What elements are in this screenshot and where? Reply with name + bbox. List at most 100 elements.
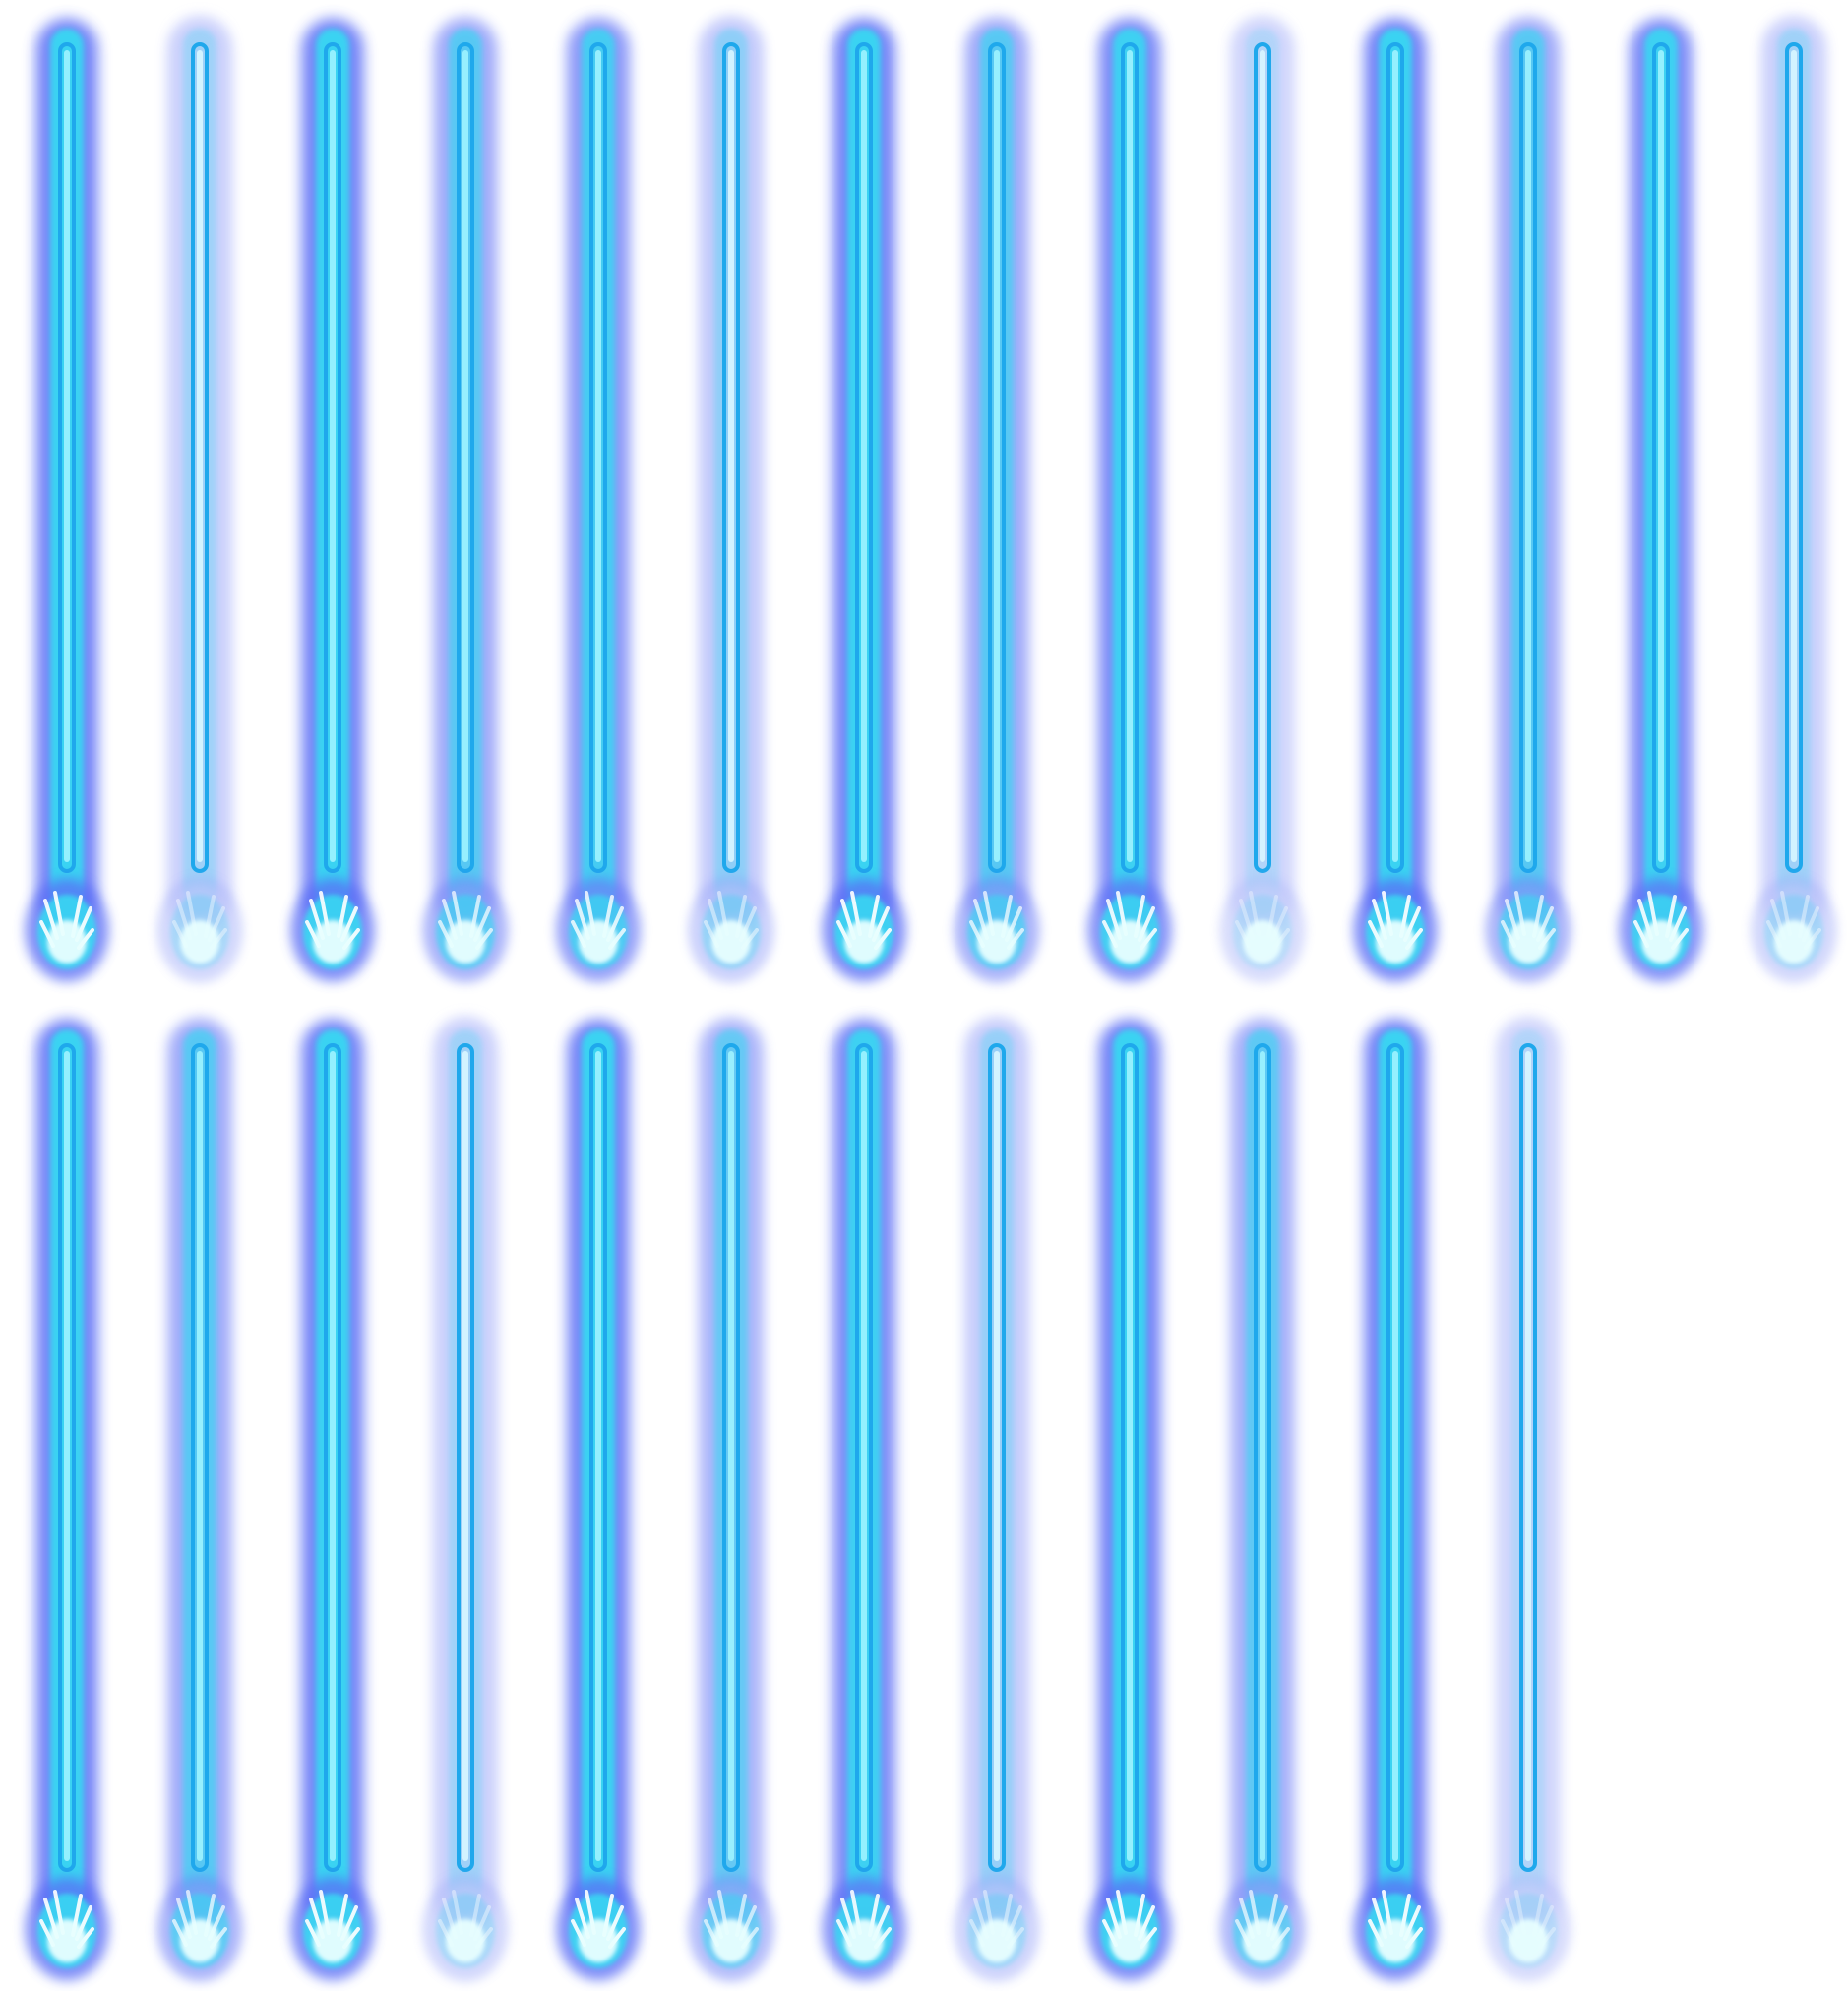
beam-flare-core bbox=[1243, 1919, 1282, 1962]
beam-core-center bbox=[1260, 50, 1265, 862]
beam-core-center bbox=[1127, 1051, 1133, 1861]
beam-frame bbox=[1221, 17, 1304, 981]
beam-core-center bbox=[1525, 50, 1531, 862]
beam-flare-core bbox=[977, 920, 1016, 964]
beam-core-center bbox=[595, 1051, 601, 1861]
beam-core-center bbox=[64, 1051, 70, 1861]
beam-core-center bbox=[595, 50, 601, 862]
beam-core-center bbox=[330, 1051, 336, 1861]
beam-flare-core bbox=[180, 1919, 219, 1962]
beam-core-center bbox=[197, 50, 203, 862]
beam-frame bbox=[1620, 17, 1702, 981]
beam-core-center bbox=[1260, 1051, 1265, 1861]
beam-flare-core bbox=[579, 1919, 618, 1962]
beam-core-center bbox=[1127, 50, 1133, 862]
beam-frame bbox=[690, 1018, 772, 1980]
beam-frame bbox=[955, 1018, 1038, 1980]
beam-flare-core bbox=[180, 920, 219, 964]
beam-core bbox=[58, 42, 76, 873]
beam-core bbox=[1254, 1043, 1271, 1872]
beam-frame bbox=[158, 1018, 241, 1980]
beam-frame bbox=[690, 17, 772, 981]
beam-core bbox=[1652, 42, 1670, 873]
beam-core-center bbox=[197, 1051, 203, 1861]
beam-core bbox=[457, 42, 474, 873]
beam-core bbox=[722, 42, 740, 873]
beam-flare-core bbox=[1376, 920, 1415, 964]
beam-frame bbox=[557, 17, 640, 981]
beam-flare-core bbox=[313, 920, 352, 964]
beam-core bbox=[589, 42, 607, 873]
beam-core bbox=[324, 42, 341, 873]
beam-core-center bbox=[994, 1051, 1000, 1861]
beam-core-center bbox=[1791, 50, 1797, 862]
beam-core bbox=[589, 1043, 607, 1872]
beam-flare-core bbox=[47, 920, 87, 964]
beam-frame bbox=[291, 1018, 374, 1980]
beam-core-center bbox=[1525, 1051, 1531, 1861]
beam-core bbox=[1254, 42, 1271, 873]
beam-flare-core bbox=[844, 1919, 884, 1962]
beam-core-center bbox=[728, 50, 734, 862]
beam-core bbox=[324, 1043, 341, 1872]
beam-core bbox=[855, 42, 873, 873]
beam-flare-core bbox=[1376, 1919, 1415, 1962]
beam-frame bbox=[424, 1018, 507, 1980]
beam-flare-core bbox=[844, 920, 884, 964]
beam-core-center bbox=[861, 1051, 867, 1861]
beam-frame bbox=[26, 1018, 108, 1980]
beam-core-center bbox=[1658, 50, 1664, 862]
beam-flare-core bbox=[446, 1919, 485, 1962]
beam-frame bbox=[823, 1018, 905, 1980]
beam-frame bbox=[557, 1018, 640, 1980]
beam-frame bbox=[158, 17, 241, 981]
beam-core bbox=[855, 1043, 873, 1872]
beam-core bbox=[191, 42, 209, 873]
beam-frame bbox=[955, 17, 1038, 981]
beam-core bbox=[1785, 42, 1803, 873]
beam-core bbox=[1121, 1043, 1139, 1872]
beam-frame bbox=[26, 17, 108, 981]
beam-core-center bbox=[861, 50, 867, 862]
beam-frame bbox=[1354, 1018, 1437, 1980]
beam-core bbox=[1121, 42, 1139, 873]
beam-core-center bbox=[728, 1051, 734, 1861]
beam-frame bbox=[823, 17, 905, 981]
beam-core bbox=[191, 1043, 209, 1872]
beam-frame bbox=[1753, 17, 1835, 981]
beam-core bbox=[722, 1043, 740, 1872]
beam-flare-core bbox=[1243, 920, 1282, 964]
beam-core-center bbox=[330, 50, 336, 862]
beam-core-center bbox=[994, 50, 1000, 862]
beam-frame bbox=[1088, 17, 1171, 981]
beam-core-center bbox=[1392, 50, 1398, 862]
beam-flare-core bbox=[313, 1919, 352, 1962]
beam-flare-core bbox=[579, 920, 618, 964]
beam-frame bbox=[1354, 17, 1437, 981]
beam-core bbox=[58, 1043, 76, 1872]
beam-flare-core bbox=[1641, 920, 1681, 964]
beam-flare-core bbox=[1774, 920, 1814, 964]
beam-core bbox=[1386, 42, 1404, 873]
beam-core bbox=[1519, 1043, 1537, 1872]
beam-flare-core bbox=[711, 1919, 751, 1962]
beam-flare-core bbox=[1509, 1919, 1548, 1962]
beam-frame bbox=[424, 17, 507, 981]
beam-flare-core bbox=[1110, 1919, 1149, 1962]
beam-core bbox=[988, 1043, 1006, 1872]
beam-core-center bbox=[462, 50, 468, 862]
beam-core-center bbox=[1392, 1051, 1398, 1861]
beam-flare-core bbox=[47, 1919, 87, 1962]
beam-frame bbox=[291, 17, 374, 981]
beam-frame bbox=[1487, 1018, 1570, 1980]
beam-flare-core bbox=[977, 1919, 1016, 1962]
beam-core-center bbox=[64, 50, 70, 862]
beam-frame bbox=[1487, 17, 1570, 981]
beam-flare-core bbox=[446, 920, 485, 964]
beam-frame bbox=[1088, 1018, 1171, 1980]
beam-core bbox=[457, 1043, 474, 1872]
beam-core bbox=[1519, 42, 1537, 873]
beam-flare-core bbox=[1110, 920, 1149, 964]
beam-core bbox=[988, 42, 1006, 873]
